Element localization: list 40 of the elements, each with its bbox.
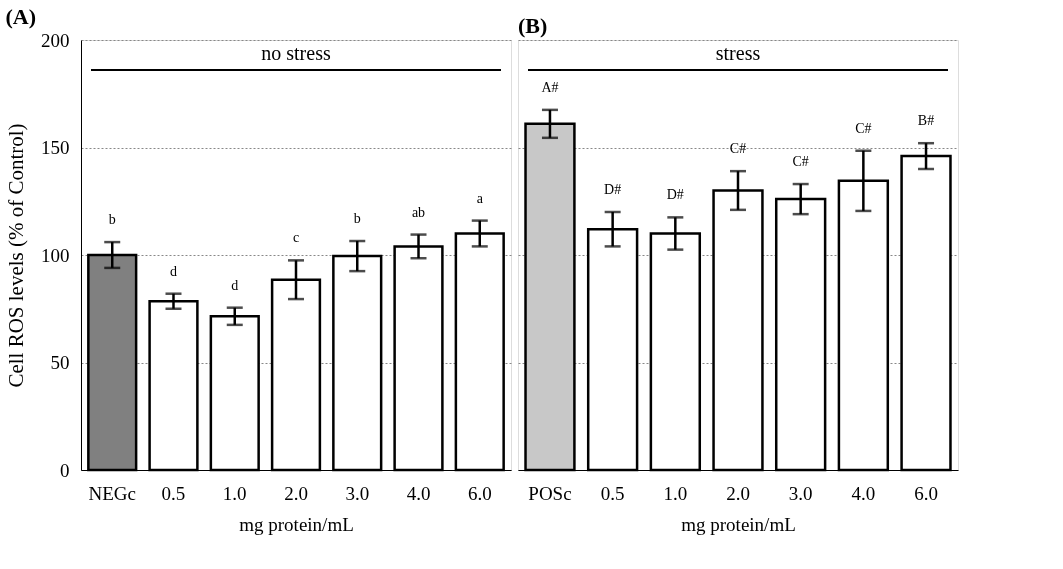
x-tick-label: 3.0 (345, 482, 370, 504)
y-axis-title: Cell ROS levels (% of Control) (4, 123, 28, 388)
y-tick-label: 0 (60, 459, 70, 481)
x-tick-label: 4.0 (851, 482, 876, 504)
annotation: b (353, 211, 361, 227)
annotation: d (231, 277, 239, 293)
annotation: c (292, 230, 300, 246)
y-tick-label: 100 (41, 244, 70, 266)
x-tick-label: NEGc (88, 482, 136, 504)
x-tick-label: 4.0 (406, 482, 431, 504)
annotation: D# (666, 187, 684, 203)
x-axis-title: mg protein/mL (239, 513, 354, 535)
annotation: C# (855, 120, 872, 136)
x-tick-label: 6.0 (914, 482, 938, 504)
annotation: B# (917, 113, 935, 129)
ref-line-label: no stress (261, 42, 331, 65)
annotation: C# (729, 141, 747, 157)
annotation: d (169, 263, 177, 279)
x-tick-label: 6.0 (467, 482, 492, 504)
annotation: b (108, 212, 116, 228)
x-axis-title: mg protein/mL (681, 513, 796, 535)
x-tick-label: 0.5 (600, 482, 625, 504)
annotation: A# (541, 79, 559, 95)
x-tick-label: POSc (528, 482, 572, 504)
ref-line-label: stress (715, 42, 761, 65)
annotation: a (476, 190, 484, 206)
annotation: D# (604, 182, 622, 197)
chart-title: (A) (5, 4, 37, 29)
x-tick-label: 3.0 (788, 482, 813, 504)
x-tick-label: 2.0 (726, 482, 750, 504)
chart-title: (B) (518, 13, 548, 38)
y-tick-label: 50 (50, 352, 70, 373)
y-tick-label: 150 (41, 137, 70, 158)
y-tick-label: 200 (41, 29, 70, 51)
annotation: ab (411, 204, 426, 220)
x-tick-label: 2.0 (284, 482, 308, 504)
x-tick-label: 1.0 (222, 482, 247, 504)
x-tick-label: 1.0 (663, 482, 688, 504)
x-tick-label: 0.5 (161, 482, 186, 504)
annotation: C# (792, 154, 809, 170)
